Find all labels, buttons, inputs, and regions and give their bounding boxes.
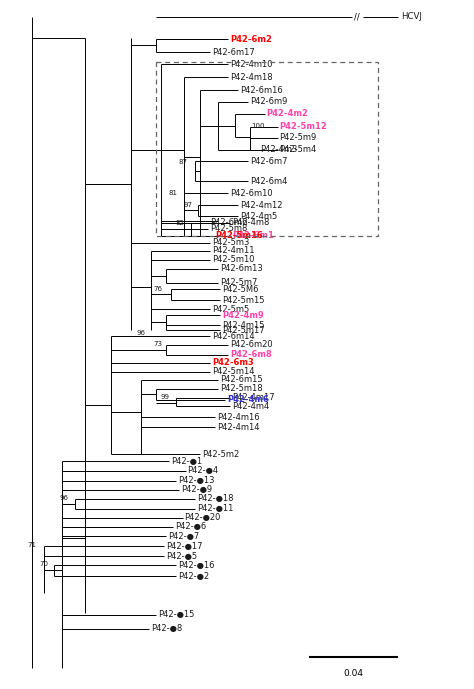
Text: P42-6m15: P42-6m15 bbox=[220, 376, 263, 384]
Text: P42-●16: P42-●16 bbox=[178, 561, 214, 570]
Text: P42-5m17: P42-5m17 bbox=[222, 326, 265, 335]
Text: HCVJ: HCVJ bbox=[401, 12, 422, 21]
Bar bbox=[156, 62, 378, 236]
Text: P42-5m9: P42-5m9 bbox=[280, 133, 317, 142]
Text: P42-5m4: P42-5m4 bbox=[280, 145, 317, 154]
Text: P42-6m17: P42-6m17 bbox=[212, 48, 255, 57]
Text: P42-5m5: P42-5m5 bbox=[212, 305, 249, 313]
Text: 73: 73 bbox=[153, 341, 162, 347]
Text: P42-4m15: P42-4m15 bbox=[222, 320, 264, 329]
Text: 0.04: 0.04 bbox=[344, 669, 364, 679]
Text: P42-5m14: P42-5m14 bbox=[212, 367, 255, 376]
Text: P42-6m10: P42-6m10 bbox=[230, 189, 273, 198]
Text: P42-●20: P42-●20 bbox=[184, 513, 221, 522]
Text: P42-6m16: P42-6m16 bbox=[240, 85, 283, 94]
Text: P42-5m16: P42-5m16 bbox=[215, 232, 263, 240]
Text: P42-4m12: P42-4m12 bbox=[240, 200, 283, 209]
Text: P42-5M6: P42-5M6 bbox=[222, 285, 259, 294]
Text: P42-6m14: P42-6m14 bbox=[212, 331, 255, 340]
Text: P42-4m8: P42-4m8 bbox=[232, 218, 269, 227]
Text: P42-●9: P42-●9 bbox=[181, 485, 212, 494]
Text: P42-●15: P42-●15 bbox=[158, 610, 194, 619]
Text: P42-4m14: P42-4m14 bbox=[217, 423, 260, 432]
Text: 96: 96 bbox=[136, 330, 145, 336]
Text: P42-6m8: P42-6m8 bbox=[230, 351, 272, 360]
Text: P42-5m15: P42-5m15 bbox=[222, 296, 264, 305]
Text: P42-6m7: P42-6m7 bbox=[250, 157, 287, 166]
Text: P42-6m13: P42-6m13 bbox=[220, 264, 263, 273]
Text: P42-5m2: P42-5m2 bbox=[202, 450, 240, 459]
Text: P42-●18: P42-●18 bbox=[198, 494, 234, 503]
Text: P42-●7: P42-●7 bbox=[168, 532, 199, 541]
Text: P42-6m1: P42-6m1 bbox=[232, 232, 274, 240]
Text: P42-5m10: P42-5m10 bbox=[212, 255, 255, 264]
Text: 81: 81 bbox=[169, 190, 178, 196]
Text: P42-4m2: P42-4m2 bbox=[267, 110, 309, 119]
Text: P42-4m3: P42-4m3 bbox=[260, 145, 297, 154]
Text: 87: 87 bbox=[179, 159, 188, 165]
Text: P42-●2: P42-●2 bbox=[178, 572, 209, 581]
Text: P42-5m7: P42-5m7 bbox=[220, 278, 257, 287]
Text: P42-6m9: P42-6m9 bbox=[250, 97, 287, 107]
Text: P42-●1: P42-●1 bbox=[171, 457, 202, 466]
Text: P42-5m8: P42-5m8 bbox=[210, 225, 248, 234]
Text: P42-5m3: P42-5m3 bbox=[212, 238, 250, 247]
Text: 76: 76 bbox=[153, 287, 162, 292]
Text: P42-6m6: P42-6m6 bbox=[210, 218, 248, 227]
Text: P42-6m4: P42-6m4 bbox=[250, 177, 287, 186]
Text: //: // bbox=[354, 12, 359, 21]
Text: 71: 71 bbox=[27, 542, 36, 548]
Text: P42-4m4: P42-4m4 bbox=[232, 402, 269, 411]
Text: P42-4m18: P42-4m18 bbox=[230, 72, 273, 82]
Text: P42-●11: P42-●11 bbox=[198, 504, 234, 513]
Text: P42-●8: P42-●8 bbox=[151, 624, 182, 633]
Text: P42-5m18: P42-5m18 bbox=[220, 384, 263, 393]
Text: P42-4m16: P42-4m16 bbox=[217, 413, 260, 422]
Text: P42-6m3: P42-6m3 bbox=[212, 358, 254, 367]
Text: P42-●6: P42-●6 bbox=[175, 522, 206, 531]
Text: 99: 99 bbox=[161, 393, 170, 400]
Text: P42-4m5: P42-4m5 bbox=[240, 212, 277, 220]
Text: P42-●4: P42-●4 bbox=[188, 466, 219, 475]
Text: P42-4m10: P42-4m10 bbox=[230, 60, 273, 69]
Text: P42-4m9: P42-4m9 bbox=[222, 311, 264, 320]
Text: P42-5m12: P42-5m12 bbox=[280, 122, 327, 132]
Text: P42-4m11: P42-4m11 bbox=[212, 246, 255, 255]
Text: P42-6m20: P42-6m20 bbox=[230, 340, 273, 349]
Text: P42-●5: P42-●5 bbox=[166, 552, 197, 561]
Text: P42-●17: P42-●17 bbox=[166, 542, 202, 551]
Text: 100: 100 bbox=[251, 123, 264, 129]
Text: P42-●13: P42-●13 bbox=[178, 476, 214, 485]
Text: 96: 96 bbox=[59, 495, 68, 501]
Text: 70: 70 bbox=[39, 562, 48, 567]
Text: P42-4m6: P42-4m6 bbox=[227, 395, 269, 404]
Text: 82: 82 bbox=[176, 220, 184, 226]
Text: P42-6m2: P42-6m2 bbox=[230, 35, 272, 44]
Text: P42-4m17: P42-4m17 bbox=[232, 393, 275, 402]
Text: 97: 97 bbox=[183, 202, 192, 208]
